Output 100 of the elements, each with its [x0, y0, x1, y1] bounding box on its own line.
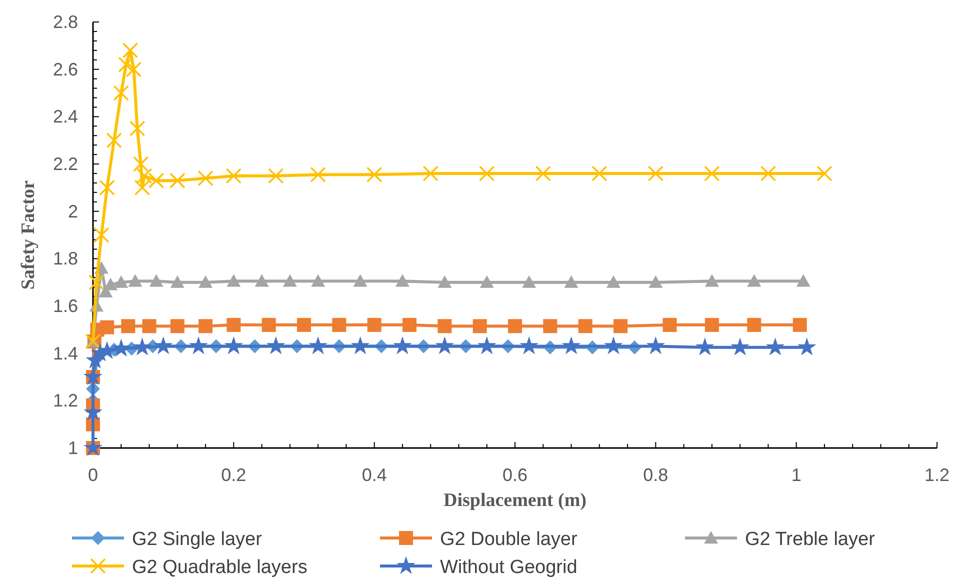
point: [797, 338, 816, 356]
x-tick-label: 1.2: [924, 465, 950, 485]
point: [435, 336, 454, 354]
point: [149, 274, 164, 287]
point: [268, 168, 284, 184]
point: [128, 274, 142, 287]
point: [226, 318, 241, 332]
point: [114, 275, 128, 288]
point: [254, 274, 269, 287]
x-tick-label: 0: [88, 465, 98, 485]
point: [766, 338, 785, 356]
point: [730, 338, 750, 356]
point: [100, 320, 114, 334]
point: [154, 336, 173, 354]
point: [402, 318, 416, 332]
x-axis-title: Displacement (m): [444, 490, 586, 511]
y-tick-label: 2.2: [52, 154, 78, 174]
point: [366, 166, 382, 183]
point: [477, 336, 496, 354]
legend-label: G2 Single layer: [132, 529, 263, 550]
point: [395, 274, 410, 287]
point: [262, 318, 276, 332]
point: [604, 336, 623, 354]
point: [136, 168, 152, 184]
x-tick-label: 0.6: [502, 465, 528, 485]
point: [148, 172, 164, 188]
legend-label: G2 Treble layer: [745, 529, 876, 550]
point: [129, 120, 146, 136]
point: [695, 338, 714, 356]
x-tick-label: 0.8: [643, 465, 668, 485]
point: [170, 172, 186, 188]
point: [118, 56, 134, 72]
point: [350, 336, 370, 354]
point: [198, 170, 214, 186]
point: [614, 319, 628, 334]
point: [113, 85, 130, 101]
point: [353, 274, 368, 287]
point: [122, 42, 138, 58]
point: [704, 166, 720, 182]
point: [121, 319, 136, 334]
y-tick-label: 1: [68, 438, 78, 458]
point: [106, 132, 122, 148]
point: [480, 275, 494, 288]
point: [308, 336, 328, 354]
y-tick-label: 2.6: [52, 59, 78, 80]
point: [747, 318, 762, 332]
point: [132, 156, 149, 172]
point: [282, 274, 297, 287]
point: [520, 336, 538, 354]
y-tick-label: 1.8: [52, 248, 78, 269]
legend-label: Without Geogrid: [440, 557, 578, 578]
legend-label: G2 Double layer: [440, 529, 578, 550]
y-axis-title: Safety Factor: [18, 180, 39, 290]
point: [310, 166, 326, 183]
point: [543, 319, 558, 334]
y-tick-label: 2: [68, 201, 78, 222]
point: [648, 166, 664, 182]
point: [472, 319, 487, 334]
point: [198, 319, 213, 334]
point: [126, 61, 142, 78]
y-tick-label: 1.4: [52, 343, 78, 364]
point: [592, 166, 608, 182]
point: [94, 227, 110, 243]
point: [438, 319, 452, 334]
y-tick-label: 2.4: [52, 106, 78, 127]
point: [170, 319, 184, 334]
point: [578, 319, 592, 334]
point: [535, 166, 552, 182]
point: [198, 275, 213, 288]
y-tick-label: 1.6: [52, 296, 78, 316]
point: [332, 318, 346, 332]
x-tick-label: 0.4: [362, 465, 387, 485]
point: [522, 275, 536, 288]
point: [564, 275, 578, 288]
legend-label: G2 Quadrable layers: [132, 557, 308, 578]
x-tick-label: 0.2: [221, 465, 246, 485]
point: [606, 275, 620, 288]
y-tick-label: 2.8: [52, 12, 78, 32]
point: [134, 180, 150, 196]
point: [170, 275, 184, 288]
point: [662, 318, 677, 332]
point: [704, 274, 719, 287]
point: [367, 318, 382, 332]
point: [189, 336, 208, 354]
point: [393, 336, 412, 354]
y-tick-label: 1.2: [52, 390, 78, 411]
point: [84, 367, 102, 386]
point: [112, 338, 131, 357]
point: [226, 168, 242, 184]
point: [747, 274, 762, 287]
point: [311, 274, 326, 287]
point: [704, 318, 719, 332]
point: [142, 319, 156, 334]
point: [224, 336, 244, 354]
point: [648, 275, 663, 288]
point: [297, 318, 311, 332]
point: [226, 274, 241, 287]
point: [99, 180, 115, 196]
point: [508, 319, 522, 334]
point: [796, 274, 810, 287]
